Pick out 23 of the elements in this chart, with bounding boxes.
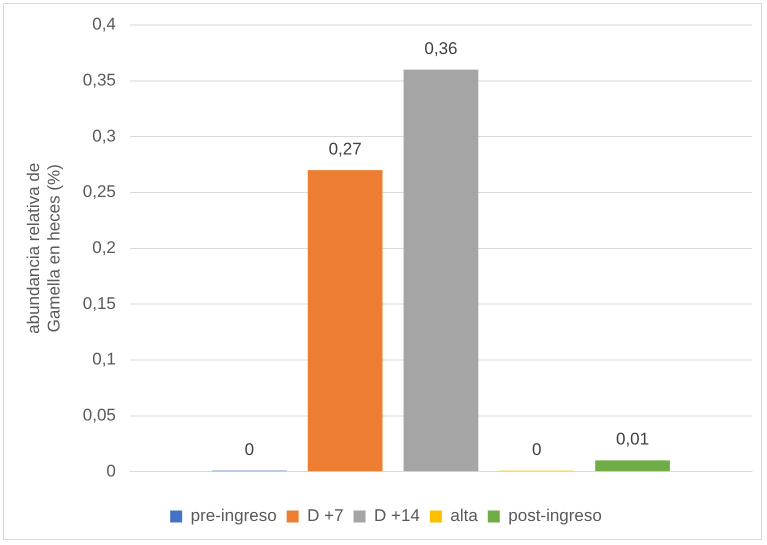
bar — [308, 170, 382, 472]
legend-label: pre-ingreso — [190, 506, 277, 526]
legend-label: D +14 — [374, 506, 420, 526]
bar — [595, 460, 670, 472]
y-tick-label: 0,3 — [92, 126, 116, 146]
data-label: 0,36 — [424, 38, 458, 58]
data-label: 0 — [244, 440, 254, 459]
y-tick-label: 0,05 — [82, 405, 116, 424]
y-tick-label: 0,25 — [82, 182, 116, 202]
legend-label: alta — [450, 506, 478, 526]
y-tick-label: 0,15 — [82, 294, 116, 313]
y-axis-title: abundancia relativa de Gamella en heces (%) — [24, 162, 64, 334]
data-label: 0,01 — [616, 430, 650, 449]
y-tick-label: 0 — [106, 461, 116, 480]
y-tick-label: 0,35 — [82, 70, 116, 90]
y-tick-label: 0,4 — [92, 14, 116, 34]
data-label: 0 — [532, 440, 542, 459]
data-label: 0,27 — [328, 139, 362, 158]
legend-label: D +7 — [307, 506, 344, 526]
y-tick-label: 0,1 — [92, 350, 116, 369]
y-tick-label: 0,2 — [92, 238, 116, 257]
bar — [404, 70, 478, 472]
legend-label: post-ingreso — [508, 506, 602, 526]
